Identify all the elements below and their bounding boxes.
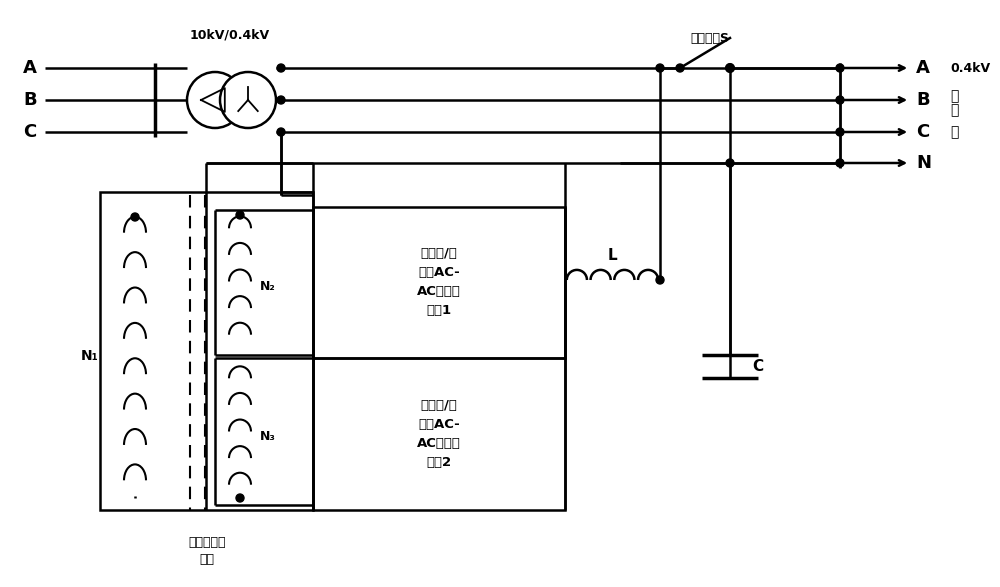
Circle shape — [277, 96, 285, 104]
Text: 双分裂式变: 双分裂式变 — [188, 536, 226, 549]
Text: 旁路开关S: 旁路开关S — [690, 32, 730, 45]
Text: A: A — [916, 59, 930, 77]
Circle shape — [656, 276, 664, 284]
Circle shape — [676, 64, 684, 72]
Circle shape — [277, 128, 285, 136]
Text: B: B — [916, 91, 930, 109]
Text: 用: 用 — [950, 89, 958, 103]
Text: 双降压/升
压型AC-
AC变换器
模块2: 双降压/升 压型AC- AC变换器 模块2 — [417, 399, 461, 469]
Text: 侧: 侧 — [950, 125, 958, 139]
Bar — [100, 192, 313, 510]
Circle shape — [131, 213, 139, 221]
Text: 10kV/0.4kV: 10kV/0.4kV — [190, 29, 270, 42]
Bar — [313, 207, 565, 358]
Circle shape — [277, 64, 285, 72]
Text: N₃: N₃ — [260, 430, 276, 443]
Text: N: N — [916, 154, 931, 172]
Text: A: A — [23, 59, 37, 77]
Circle shape — [236, 211, 244, 219]
Text: N₂: N₂ — [260, 279, 276, 292]
Circle shape — [836, 64, 844, 72]
Text: B: B — [23, 91, 37, 109]
Text: C: C — [916, 123, 929, 141]
Text: C: C — [752, 359, 763, 373]
Circle shape — [836, 128, 844, 136]
Text: 户: 户 — [950, 103, 958, 117]
Circle shape — [836, 159, 844, 167]
Text: L: L — [607, 248, 617, 262]
Circle shape — [220, 72, 276, 128]
Circle shape — [187, 72, 243, 128]
Circle shape — [726, 159, 734, 167]
Text: C: C — [23, 123, 37, 141]
Text: 0.4kV: 0.4kV — [950, 62, 990, 75]
Circle shape — [836, 96, 844, 104]
Circle shape — [656, 64, 664, 72]
Text: 双降压/升
压型AC-
AC变换器
模块1: 双降压/升 压型AC- AC变换器 模块1 — [417, 247, 461, 317]
Circle shape — [236, 494, 244, 502]
Bar — [313, 358, 565, 510]
Text: 压器: 压器 — [200, 553, 215, 566]
Circle shape — [726, 64, 734, 72]
Text: N₁: N₁ — [80, 349, 98, 363]
